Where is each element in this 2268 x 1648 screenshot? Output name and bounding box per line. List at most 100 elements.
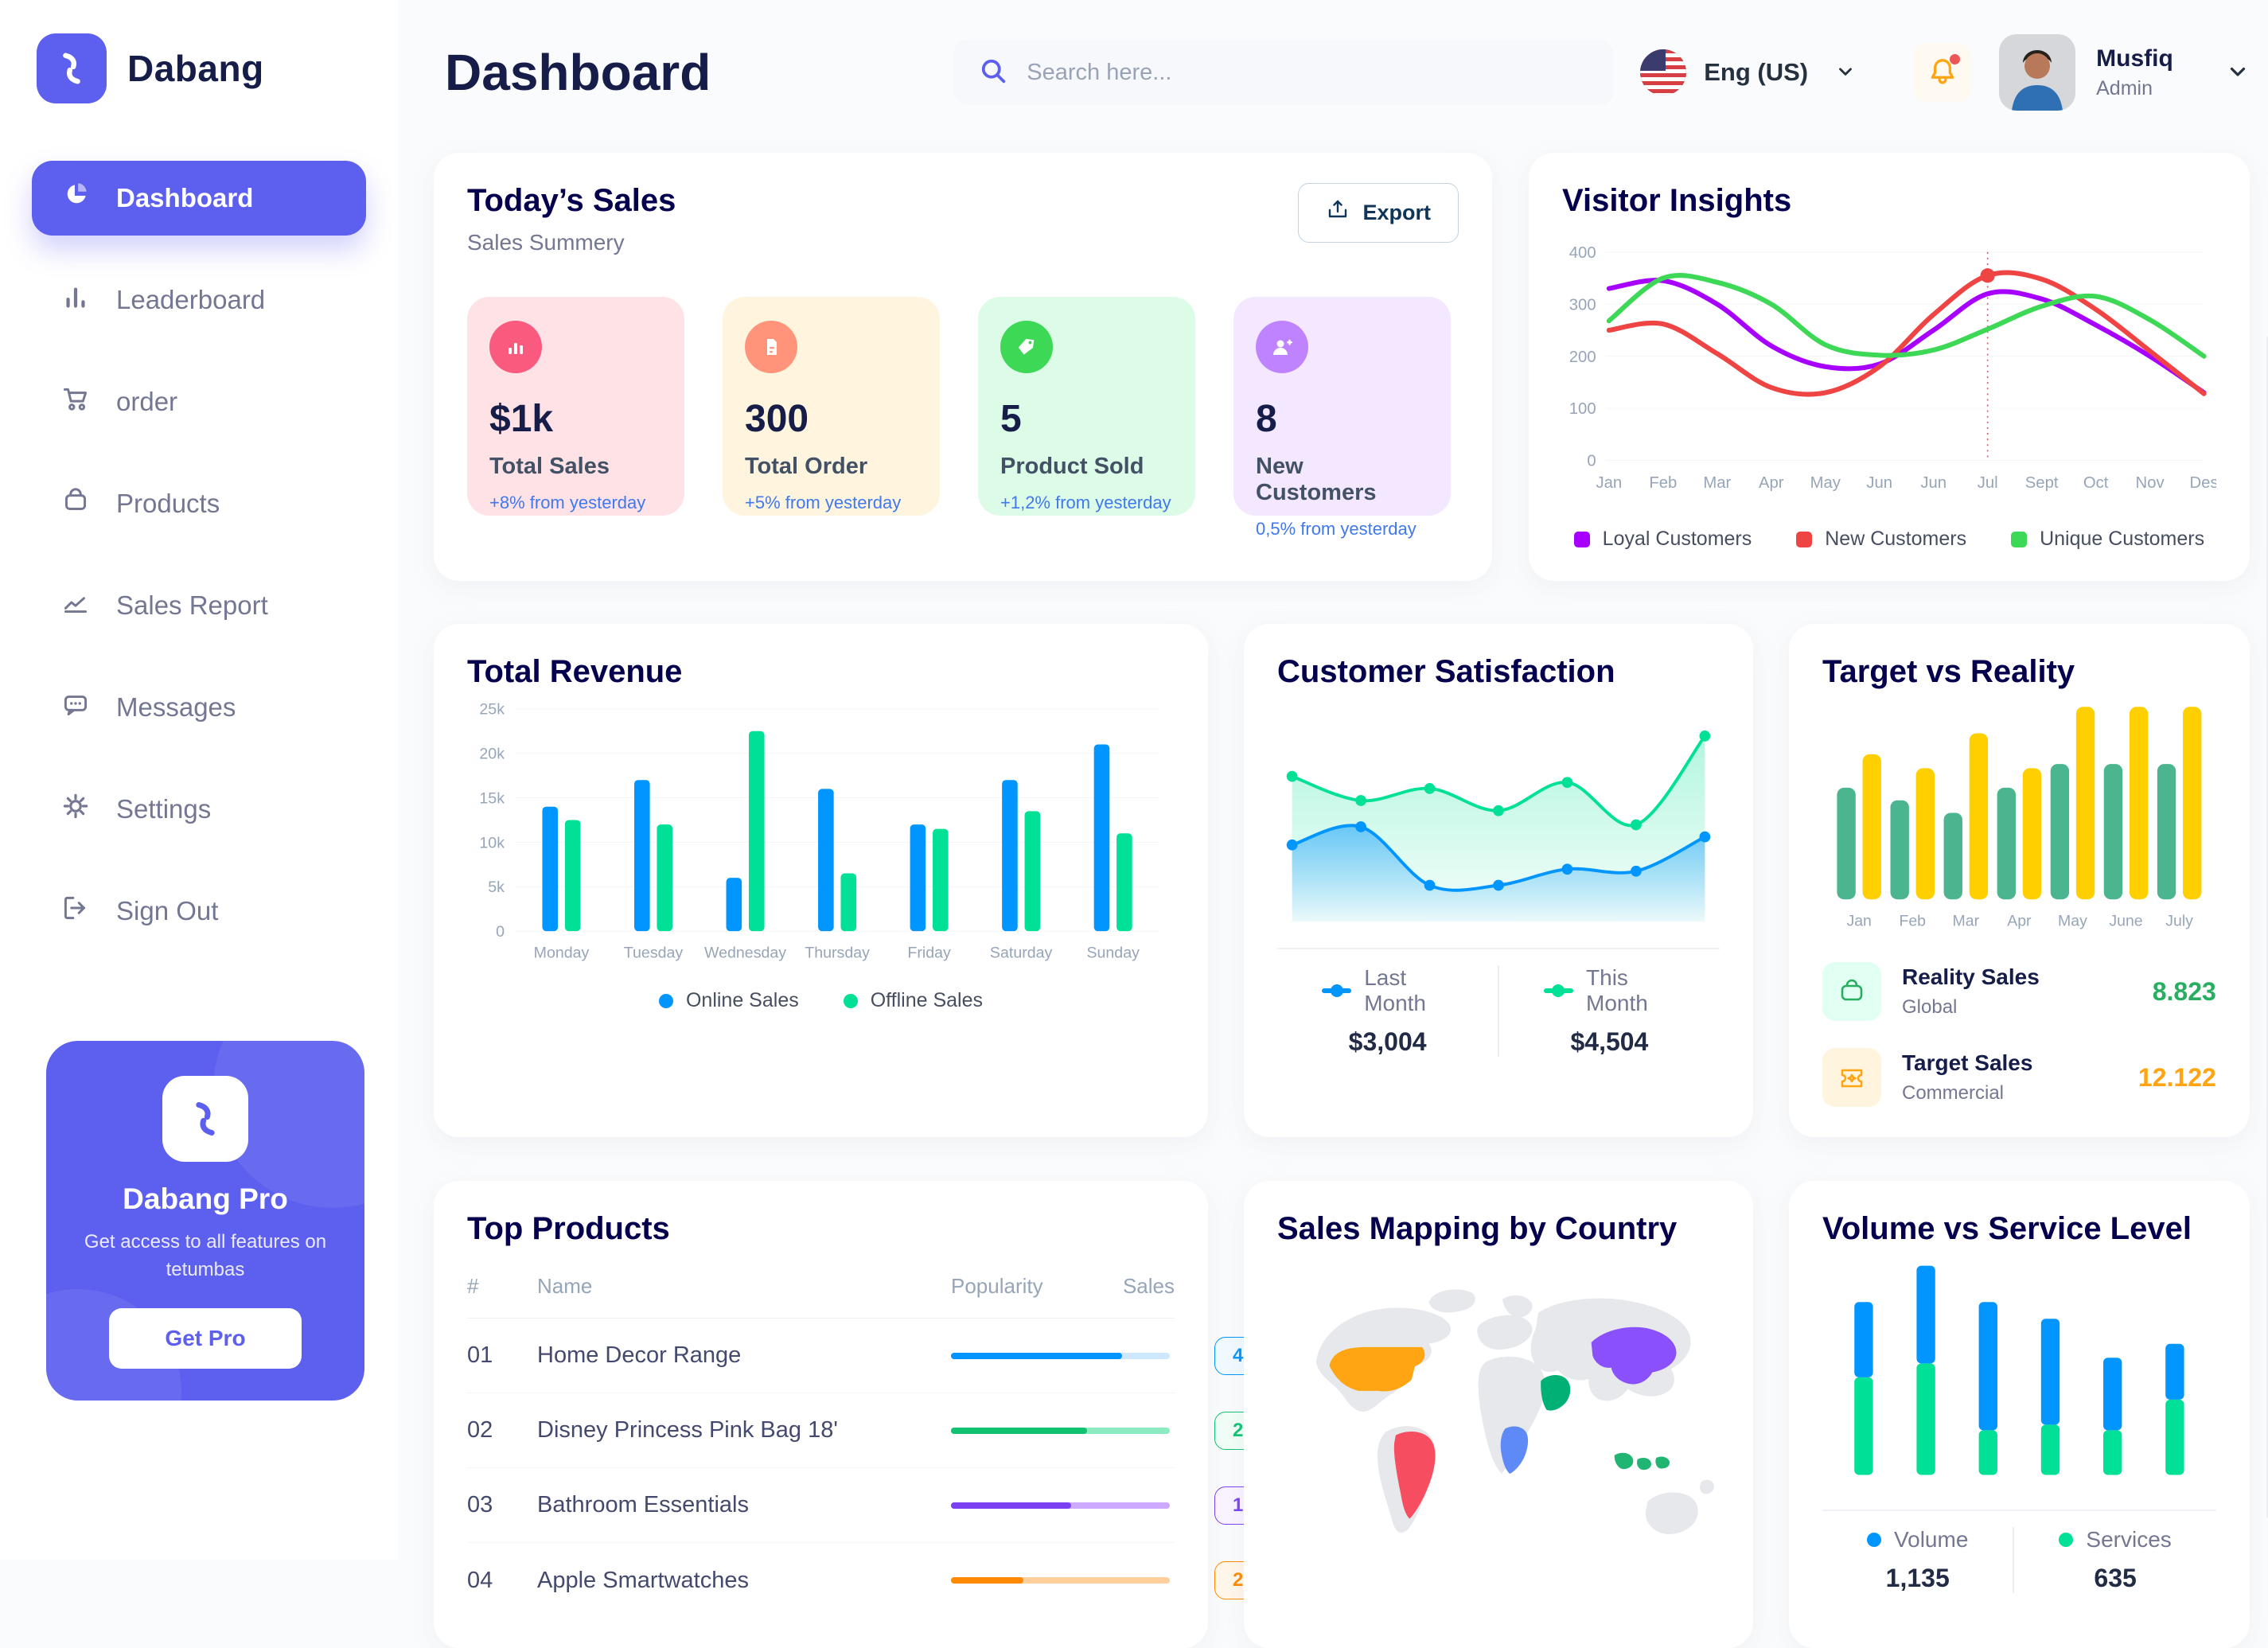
pie-chart-icon: [59, 178, 92, 218]
stat-new-customers: 8 New Customers 0,5% from yesterday: [1233, 297, 1451, 539]
sidebar-item-products[interactable]: Products: [32, 466, 366, 541]
sidebar-item-label: Sign Out: [116, 896, 219, 925]
svg-text:25k: 25k: [479, 701, 505, 719]
svg-text:100: 100: [1569, 400, 1596, 418]
popularity-bar: [951, 1352, 1170, 1359]
pro-logo-icon: [162, 1076, 248, 1163]
stat-delta: +5% from yesterday: [745, 493, 902, 512]
col-num: #: [467, 1274, 479, 1298]
sidebar-item-dashboard[interactable]: Dashboard: [32, 161, 366, 236]
notifications-button[interactable]: [1913, 43, 1973, 102]
total-revenue-legend: Online Sales Offline Sales: [467, 989, 1175, 1012]
summary-label: Reality Sales: [1902, 964, 2040, 989]
stat-label: Total Order: [745, 454, 868, 479]
cart-icon: [59, 382, 92, 422]
summary-value: 12.122: [2137, 1062, 2216, 1092]
reality-sales-summary: Reality Sales Global 8.823: [1822, 962, 2216, 1021]
search-bar: [953, 40, 1615, 105]
sidebar: Dabang Dashboard Leaderboard order Produ…: [0, 0, 398, 1560]
volume-service-chart: [1854, 1265, 2184, 1475]
legend-label: Services: [2086, 1526, 2172, 1552]
product-num: 01: [467, 1342, 493, 1368]
svg-text:Thursday: Thursday: [805, 945, 870, 962]
svg-text:5k: 5k: [488, 879, 505, 896]
sidebar-item-leaderboard[interactable]: Leaderboard: [32, 263, 366, 337]
brand: Dabang: [0, 33, 398, 103]
volume-service-card: Volume vs Service Level Volume 1,135 Ser…: [1789, 1181, 2250, 1648]
avatar[interactable]: [1999, 34, 2076, 111]
svg-text:Jun: Jun: [1920, 474, 1947, 492]
scrollbar[interactable]: [2266, 334, 2268, 1520]
svg-text:0: 0: [1587, 453, 1596, 470]
sidebar-item-messages[interactable]: Messages: [32, 670, 366, 745]
chevron-down-icon: [1835, 60, 1856, 85]
bag-icon: [1822, 962, 1881, 1021]
top-products-card: Top Products # Name Popularity Sales 01 …: [434, 1181, 1289, 1648]
svg-text:20k: 20k: [479, 746, 505, 763]
svg-text:May: May: [2058, 912, 2087, 929]
todays-sales-subtitle: Sales Summery: [467, 230, 625, 255]
divider: [1498, 964, 1499, 1057]
user-meta: Musfiq Admin: [2096, 45, 2173, 100]
main-content: Dashboard Eng (US) Musf: [398, 0, 2268, 1648]
col-name: Name: [537, 1274, 593, 1298]
get-pro-button[interactable]: Get Pro: [109, 1308, 302, 1369]
legend-label: New Customers: [1825, 528, 1967, 550]
legend-label: Loyal Customers: [1602, 528, 1752, 550]
todays-sales-card: Today’s Sales Sales Summery Export $1k T…: [434, 153, 1492, 581]
svg-text:Jun: Jun: [1866, 474, 1892, 492]
customer-satisfaction-chart: [1286, 730, 1711, 922]
sidebar-item-order[interactable]: order: [32, 364, 366, 439]
last-month-marker: [1322, 988, 1352, 993]
export-button[interactable]: Export: [1298, 183, 1459, 243]
world-map: [1315, 1289, 1714, 1534]
svg-text:May: May: [1810, 474, 1841, 492]
svg-text:Mar: Mar: [1953, 912, 1980, 929]
chevron-down-icon[interactable]: [2226, 59, 2250, 87]
user-role: Admin: [2096, 76, 2153, 99]
legend-label: Last Month: [1364, 964, 1427, 1015]
sidebar-item-sign-out[interactable]: Sign Out: [32, 874, 366, 949]
message-icon: [59, 688, 92, 727]
notification-dot: [1950, 54, 1961, 64]
svg-text:July: July: [2165, 912, 2193, 929]
sidebar-item-settings[interactable]: Settings: [32, 772, 366, 847]
svg-text:Jan: Jan: [1846, 912, 1871, 929]
svg-text:Sunday: Sunday: [1086, 945, 1140, 962]
total-revenue-card: Total Revenue 0 5k 10k 15k 20k 25k Monday Tuesd…: [434, 624, 1208, 1137]
sidebar-menu: Dashboard Leaderboard order Products Sal…: [0, 161, 398, 949]
stat-value: 8: [1256, 398, 1277, 440]
svg-text:Feb: Feb: [1649, 474, 1677, 492]
volume-service-title: Volume vs Service Level: [1822, 1211, 2192, 1246]
pro-upsell-card: Dabang Pro Get access to all features on…: [46, 1041, 364, 1401]
order-file-icon: [745, 321, 797, 373]
product-name: Bathroom Essentials: [537, 1492, 749, 1517]
svg-text:400: 400: [1569, 244, 1596, 262]
new-customers-swatch: [1796, 531, 1813, 547]
us-flag-icon: [1640, 49, 1687, 95]
svg-text:June: June: [2109, 912, 2142, 929]
language-selector[interactable]: Eng (US): [1640, 49, 1856, 95]
product-name: Disney Princess Pink Bag 18': [537, 1417, 838, 1443]
svg-text:Friday: Friday: [907, 945, 951, 962]
bag-icon: [59, 484, 92, 524]
stat-value: 300: [745, 398, 809, 440]
top-products-title: Top Products: [467, 1211, 670, 1246]
svg-text:0: 0: [496, 923, 505, 941]
customer-satisfaction-title: Customer Satisfaction: [1277, 654, 1615, 689]
svg-text:Apr: Apr: [1759, 474, 1784, 492]
sales-mapping-title: Sales Mapping by Country: [1277, 1211, 1678, 1246]
language-label: Eng (US): [1704, 58, 1809, 86]
stats-row: $1k Total Sales +8% from yesterday 300 T…: [467, 297, 1459, 539]
sidebar-item-label: Leaderboard: [116, 285, 266, 314]
summary-value: 8.823: [2152, 976, 2216, 1006]
sales-mapping-card: Sales Mapping by Country: [1244, 1181, 1753, 1648]
sidebar-item-sales-report[interactable]: Sales Report: [32, 568, 366, 643]
search-input[interactable]: [1027, 59, 1591, 86]
svg-text:Saturday: Saturday: [990, 945, 1053, 962]
svg-text:Jan: Jan: [1596, 474, 1622, 492]
popularity-bar: [951, 1577, 1170, 1584]
brand-name: Dabang: [127, 48, 264, 89]
sidebar-item-label: Dashboard: [116, 183, 254, 212]
online-sales-dot: [658, 993, 673, 1008]
